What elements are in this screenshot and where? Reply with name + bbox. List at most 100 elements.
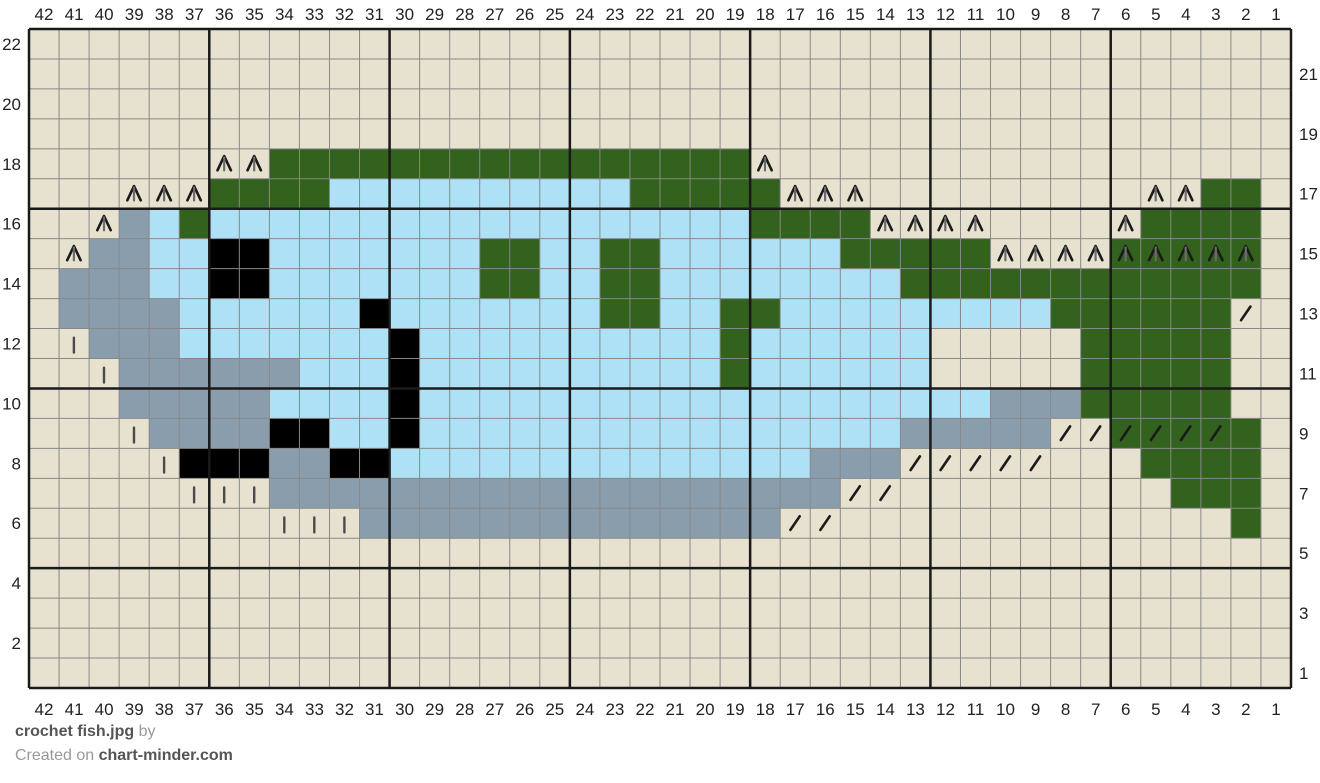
svg-text:4: 4: [1181, 5, 1190, 24]
svg-text:24: 24: [575, 5, 594, 24]
svg-text:3: 3: [1299, 604, 1308, 623]
svg-text:1: 1: [1271, 5, 1280, 24]
svg-text:3: 3: [1211, 700, 1220, 719]
svg-text:30: 30: [395, 700, 414, 719]
svg-text:3: 3: [1211, 5, 1220, 24]
svg-text:28: 28: [455, 700, 474, 719]
svg-text:22: 22: [2, 35, 21, 54]
svg-text:16: 16: [816, 700, 835, 719]
svg-text:11: 11: [967, 5, 985, 24]
svg-text:1: 1: [1299, 664, 1308, 683]
svg-text:29: 29: [425, 5, 444, 24]
svg-text:14: 14: [2, 275, 21, 294]
svg-text:33: 33: [305, 700, 324, 719]
svg-text:36: 36: [215, 5, 234, 24]
svg-text:21: 21: [666, 5, 685, 24]
svg-text:28: 28: [455, 5, 474, 24]
svg-text:36: 36: [215, 700, 234, 719]
svg-text:16: 16: [2, 215, 21, 234]
svg-text:8: 8: [1061, 5, 1070, 24]
svg-text:19: 19: [726, 5, 745, 24]
svg-text:39: 39: [125, 700, 144, 719]
svg-text:12: 12: [936, 700, 955, 719]
svg-text:41: 41: [65, 700, 84, 719]
svg-text:42: 42: [35, 700, 54, 719]
svg-text:10: 10: [996, 700, 1015, 719]
svg-text:18: 18: [756, 5, 775, 24]
svg-text:8: 8: [12, 454, 21, 473]
svg-text:15: 15: [1299, 245, 1318, 264]
svg-text:40: 40: [95, 5, 114, 24]
svg-text:20: 20: [696, 700, 715, 719]
svg-text:6: 6: [12, 514, 21, 533]
svg-text:13: 13: [1299, 305, 1318, 324]
svg-text:14: 14: [876, 5, 895, 24]
svg-text:24: 24: [575, 700, 594, 719]
svg-text:35: 35: [245, 700, 264, 719]
svg-text:26: 26: [515, 700, 534, 719]
svg-text:9: 9: [1299, 424, 1308, 443]
svg-text:37: 37: [185, 700, 204, 719]
svg-text:20: 20: [696, 5, 715, 24]
svg-text:30: 30: [395, 5, 414, 24]
svg-text:7: 7: [1299, 484, 1308, 503]
svg-text:32: 32: [335, 5, 354, 24]
svg-text:12: 12: [936, 5, 955, 24]
svg-text:15: 15: [846, 700, 865, 719]
svg-text:27: 27: [485, 700, 504, 719]
svg-text:2: 2: [1241, 5, 1250, 24]
svg-text:7: 7: [1091, 700, 1100, 719]
svg-text:40: 40: [95, 700, 114, 719]
svg-text:21: 21: [1299, 65, 1318, 84]
svg-text:11: 11: [967, 700, 985, 719]
svg-text:10: 10: [996, 5, 1015, 24]
svg-text:39: 39: [125, 5, 144, 24]
svg-text:41: 41: [65, 5, 84, 24]
svg-text:31: 31: [365, 5, 384, 24]
svg-text:16: 16: [816, 5, 835, 24]
svg-text:22: 22: [636, 700, 655, 719]
svg-text:19: 19: [726, 700, 745, 719]
svg-text:33: 33: [305, 5, 324, 24]
svg-text:13: 13: [906, 5, 925, 24]
svg-text:18: 18: [2, 155, 21, 174]
svg-text:17: 17: [786, 5, 805, 24]
svg-text:7: 7: [1091, 5, 1100, 24]
svg-text:25: 25: [545, 700, 564, 719]
svg-text:17: 17: [786, 700, 805, 719]
svg-text:35: 35: [245, 5, 264, 24]
svg-text:25: 25: [545, 5, 564, 24]
svg-text:13: 13: [906, 700, 925, 719]
svg-text:26: 26: [515, 5, 534, 24]
svg-text:15: 15: [846, 5, 865, 24]
svg-text:27: 27: [485, 5, 504, 24]
svg-text:18: 18: [756, 700, 775, 719]
svg-text:9: 9: [1031, 5, 1040, 24]
svg-text:38: 38: [155, 700, 174, 719]
svg-text:19: 19: [1299, 125, 1318, 144]
svg-text:9: 9: [1031, 700, 1040, 719]
svg-text:20: 20: [2, 95, 21, 114]
svg-text:4: 4: [1181, 700, 1190, 719]
svg-text:1: 1: [1271, 700, 1280, 719]
svg-text:10: 10: [2, 394, 21, 413]
svg-text:32: 32: [335, 700, 354, 719]
svg-text:2: 2: [1241, 700, 1250, 719]
svg-text:6: 6: [1121, 5, 1130, 24]
svg-text:22: 22: [636, 5, 655, 24]
svg-text:6: 6: [1121, 700, 1130, 719]
svg-text:23: 23: [605, 5, 624, 24]
svg-text:5: 5: [1299, 544, 1308, 563]
svg-text:34: 34: [275, 5, 294, 24]
svg-text:23: 23: [605, 700, 624, 719]
svg-text:11: 11: [1299, 365, 1317, 384]
svg-text:37: 37: [185, 5, 204, 24]
svg-text:14: 14: [876, 700, 895, 719]
svg-text:4: 4: [12, 574, 21, 593]
svg-text:38: 38: [155, 5, 174, 24]
svg-text:17: 17: [1299, 185, 1318, 204]
svg-text:34: 34: [275, 700, 294, 719]
svg-text:5: 5: [1151, 5, 1160, 24]
svg-text:2: 2: [12, 634, 21, 653]
svg-text:21: 21: [666, 700, 685, 719]
